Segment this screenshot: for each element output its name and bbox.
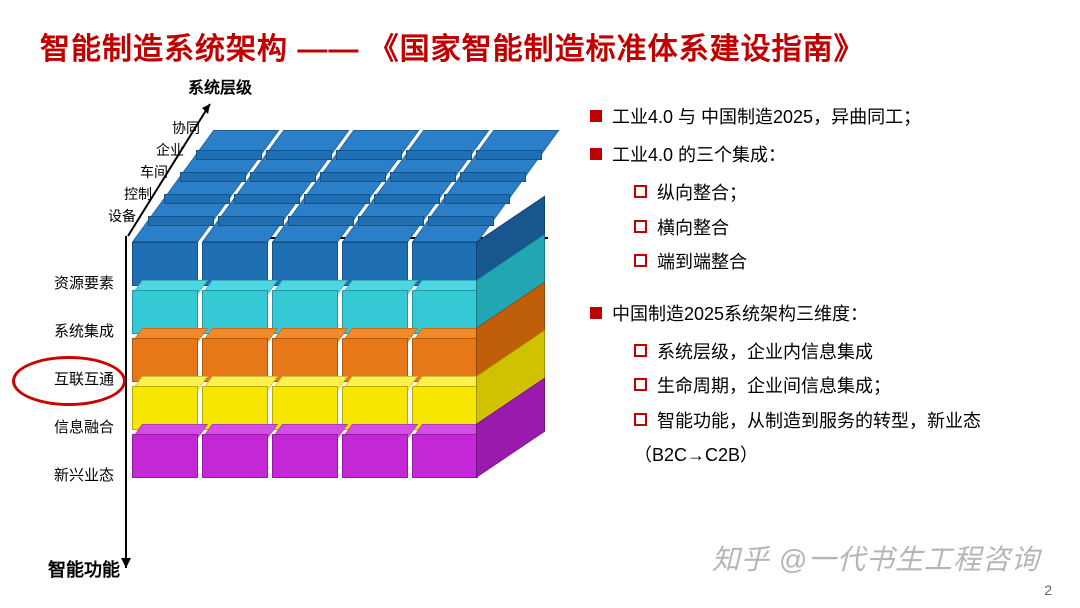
layer-front-cell	[202, 434, 268, 478]
bullet-item: 智能功能，从制造到服务的转型，新业态（B2C→C2B）	[590, 404, 1060, 472]
cube-top-step	[374, 194, 440, 204]
cube-top-step	[196, 150, 262, 160]
bullet-square-icon	[634, 254, 647, 267]
y-axis-label: 设备	[96, 206, 136, 226]
bullet-square-icon	[634, 413, 647, 426]
cube-top-step	[476, 150, 542, 160]
bullet-item: 中国制造2025系统架构三维度：	[590, 297, 1060, 331]
cube-top-step	[148, 216, 214, 226]
title-prefix: 智能制造系统架构 ——	[40, 33, 369, 66]
bullet-item: 系统层级，企业内信息集成	[590, 335, 1060, 369]
cube-top-step	[390, 172, 456, 182]
highlight-circle	[12, 356, 126, 406]
bullet-square-icon	[634, 378, 647, 391]
z-axis-label: 新兴业态	[24, 464, 114, 485]
cube-top-step	[320, 172, 386, 182]
bullet-item: 横向整合	[590, 211, 1060, 245]
z-axis-label: 信息融合	[24, 416, 114, 437]
y-axis-label: 控制	[112, 184, 152, 204]
bullet-text: 系统层级，企业内信息集成	[657, 342, 873, 362]
z-axis-label: 系统集成	[24, 320, 114, 341]
watermark: 知乎 @一代书生工程咨询	[712, 538, 1040, 578]
bullet-item: 纵向整合；	[590, 176, 1060, 210]
bullet-square-icon	[634, 344, 647, 357]
z-axis-label: 资源要素	[24, 272, 114, 293]
layer-front-cell	[412, 434, 478, 478]
bullet-item: 工业4.0 的三个集成：	[590, 138, 1060, 172]
cube-top-step	[428, 216, 494, 226]
bullet-text: 工业4.0 与 中国制造2025，异曲同工；	[612, 107, 921, 127]
cube-top-step	[444, 194, 510, 204]
y-axis-label: 协同	[160, 118, 200, 138]
cube-top-step	[218, 216, 284, 226]
cube-top-step	[266, 150, 332, 160]
cube-top-step	[288, 216, 354, 226]
slide-title: 智能制造系统架构 —— 《国家智能制造标准体系建设指南》	[40, 24, 865, 68]
bullet-list: 工业4.0 与 中国制造2025，异曲同工； 工业4.0 的三个集成： 纵向整合； 横…	[590, 100, 1060, 472]
bullet-square-icon	[590, 148, 602, 160]
bullet-item: 端到端整合	[590, 245, 1060, 279]
title-doc: 《国家智能制造标准体系建设指南》	[369, 33, 865, 66]
page-number: 2	[1044, 582, 1052, 598]
cube-top-step	[336, 150, 402, 160]
cube-top-step	[358, 216, 424, 226]
bullet-square-icon	[634, 185, 647, 198]
cube-top-step	[304, 194, 370, 204]
bullet-text: 中国制造2025系统架构三维度：	[612, 304, 868, 324]
z-axis-title: 智能功能	[48, 556, 120, 582]
bullet-text: 横向整合	[657, 218, 729, 238]
bullet-square-icon	[634, 220, 647, 233]
cube-top-step	[164, 194, 230, 204]
bullet-text: 智能功能，从制造到服务的转型，新业态（B2C→C2B）	[634, 411, 981, 465]
y-axis-label: 企业	[144, 140, 184, 160]
layer-front-cell	[272, 434, 338, 478]
cube-top-step	[250, 172, 316, 182]
bullet-text: 端到端整合	[657, 252, 747, 272]
bullet-text: 工业4.0 的三个集成：	[612, 145, 786, 165]
layer-front-cell	[342, 434, 408, 478]
cube-top-step	[406, 150, 472, 160]
cube-top-step	[460, 172, 526, 182]
bullet-item: 生命周期，企业间信息集成；	[590, 369, 1060, 403]
bullet-item: 工业4.0 与 中国制造2025，异曲同工；	[590, 100, 1060, 134]
cube-diagram: 系统层级 生命周期 智能功能 协同企业车间控制设备 设计生产物流销售服务 资源要…	[10, 70, 570, 590]
bullet-text: 生命周期，企业间信息集成；	[657, 376, 891, 396]
bullet-text: 纵向整合；	[657, 183, 747, 203]
bullet-square-icon	[590, 307, 602, 319]
cube-top-step	[234, 194, 300, 204]
layer-front-cell	[132, 434, 198, 478]
bullet-square-icon	[590, 110, 602, 122]
y-axis-label: 车间	[128, 162, 168, 182]
cube-top-step	[180, 172, 246, 182]
